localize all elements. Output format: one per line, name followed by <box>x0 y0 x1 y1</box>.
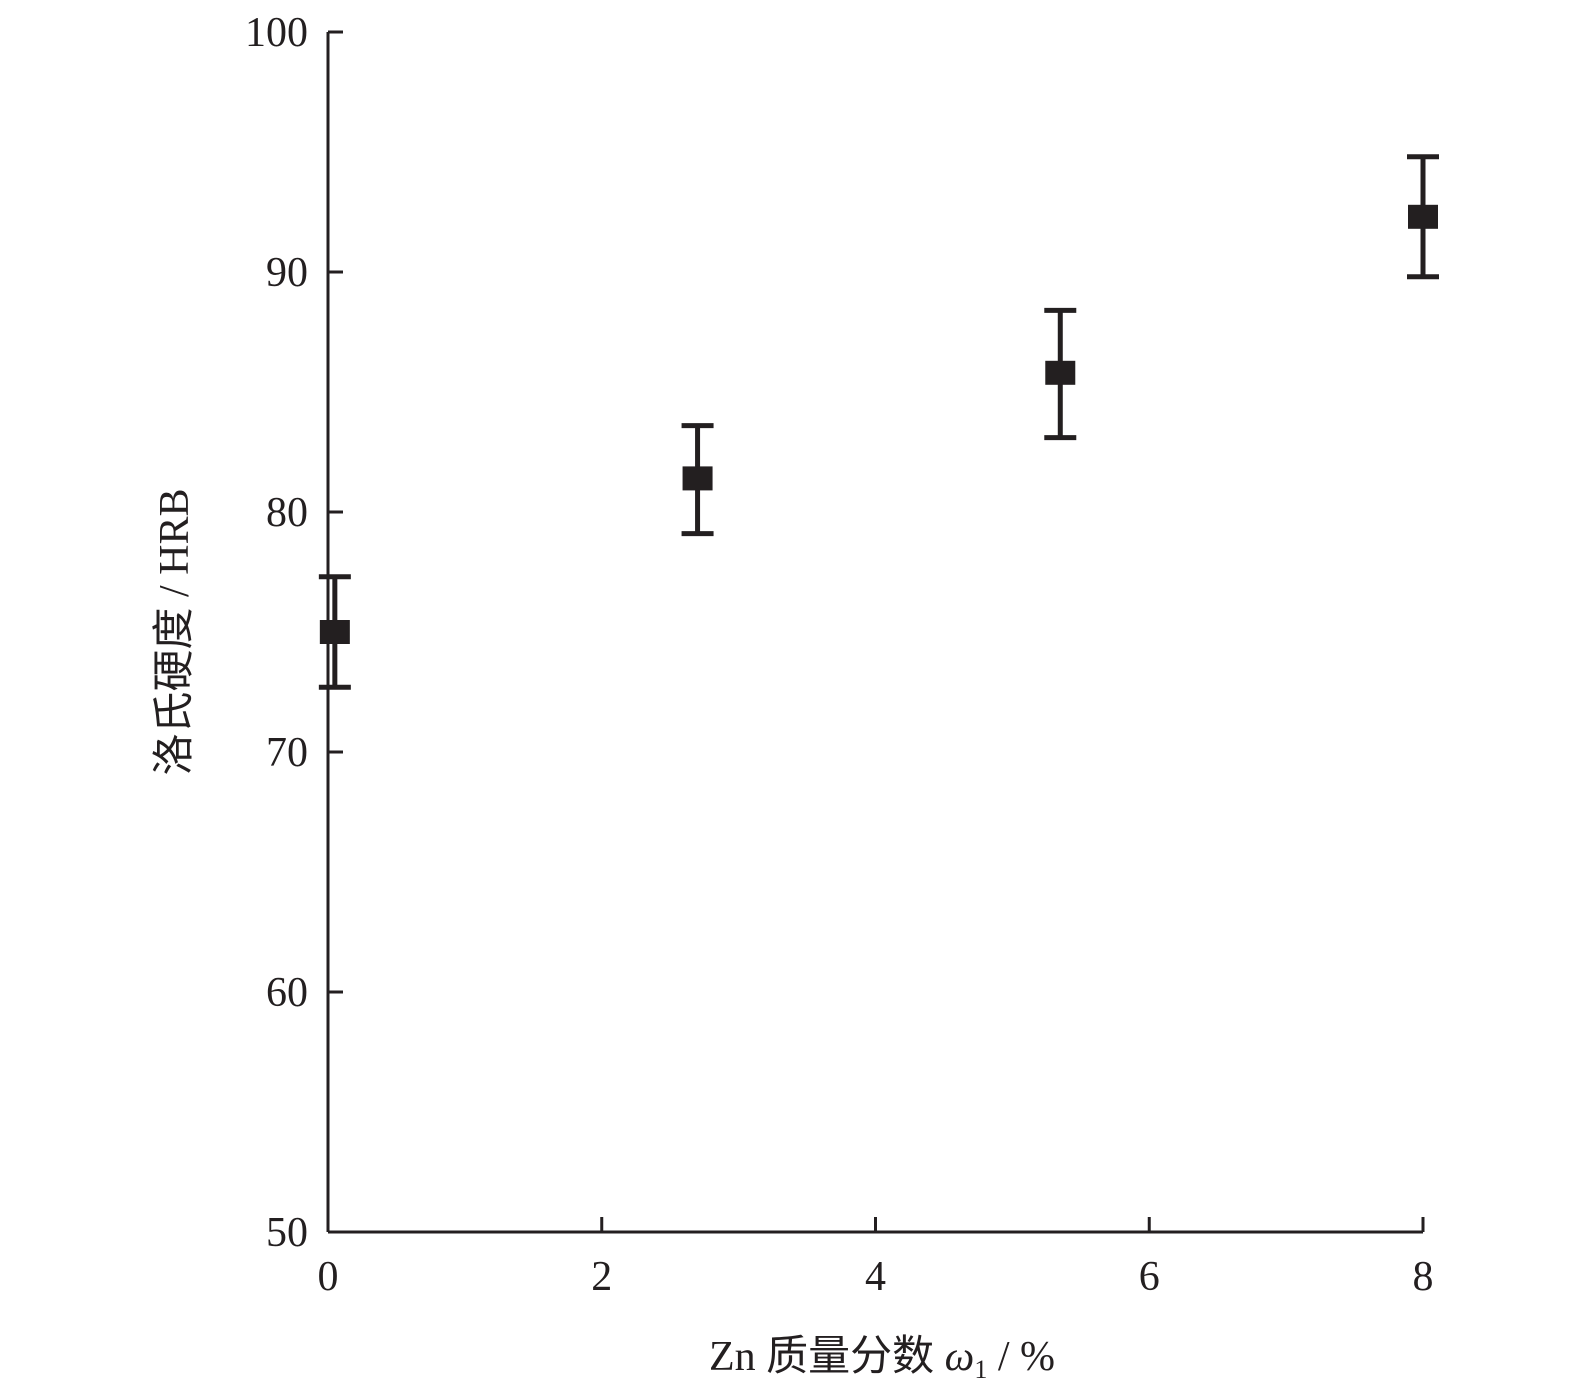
square-marker <box>1045 360 1076 385</box>
data-point <box>1044 307 1077 441</box>
x-tick-label: 8 <box>1413 1254 1434 1300</box>
y-tick-label: 60 <box>266 970 308 1016</box>
data-point <box>681 423 714 537</box>
y-tick-label: 70 <box>266 730 308 776</box>
x-tick-label: 6 <box>1139 1254 1160 1300</box>
data-points <box>318 154 1439 690</box>
y-tick-label: 100 <box>245 10 308 56</box>
x-axis-title: Zn 质量分数 ω1 / % <box>709 1334 1055 1384</box>
axes <box>326 32 1423 1234</box>
square-marker <box>319 620 350 644</box>
data-point <box>1407 154 1439 280</box>
square-marker <box>682 466 713 491</box>
data-point <box>318 574 351 690</box>
square-marker <box>1408 204 1438 229</box>
x-axis-title-subscript: 1 <box>974 1355 987 1384</box>
x-tick-label: 2 <box>591 1254 612 1300</box>
y-ticks: 50 60 70 80 90 100 <box>245 10 343 1256</box>
y-tick-label: 80 <box>266 490 308 536</box>
y-tick-label: 50 <box>266 1210 308 1256</box>
x-ticks: 0 2 4 6 8 <box>318 1217 1434 1300</box>
x-tick-label: 0 <box>318 1254 339 1300</box>
x-axis-title-symbol: ω <box>945 1334 975 1380</box>
y-axis-title: 洛氏硬度 / HRB <box>152 488 198 775</box>
x-axis-title-suffix: / % <box>987 1334 1055 1380</box>
x-tick-label: 4 <box>865 1254 886 1300</box>
y-tick-label: 90 <box>266 250 308 296</box>
x-axis-title-prefix: Zn 质量分数 <box>709 1334 945 1380</box>
